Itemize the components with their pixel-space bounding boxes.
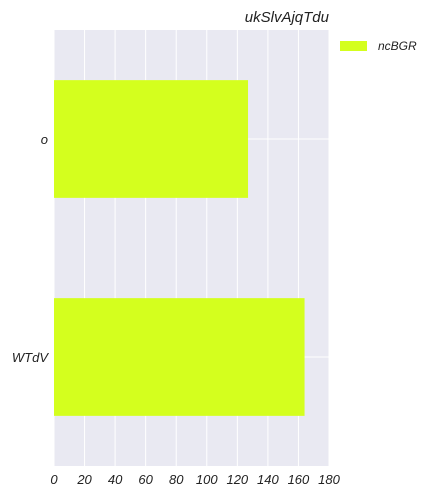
x-tick-label: 120 bbox=[226, 472, 248, 487]
bar-WTdV bbox=[54, 298, 305, 416]
y-tick-labels: o WTdV bbox=[12, 132, 49, 365]
x-tick-label: 20 bbox=[76, 472, 92, 487]
x-tick-label: 60 bbox=[138, 472, 153, 487]
x-tick-label: 0 bbox=[50, 472, 58, 487]
bars bbox=[54, 80, 305, 416]
x-tick-label: 160 bbox=[288, 472, 310, 487]
x-tick-label: 80 bbox=[169, 472, 184, 487]
x-tick-label: 180 bbox=[318, 472, 340, 487]
chart-title: ukSlvAjqTdu bbox=[245, 9, 330, 26]
legend-label: ncBGR bbox=[378, 39, 417, 53]
x-tick-label: 140 bbox=[257, 472, 279, 487]
y-tick-label: WTdV bbox=[12, 350, 49, 365]
legend: ncBGR bbox=[340, 39, 417, 53]
y-tick-label: o bbox=[41, 132, 48, 147]
x-tick-labels: 0 20 40 60 80 100 120 140 160 180 bbox=[50, 472, 340, 487]
legend-swatch bbox=[340, 41, 367, 51]
x-tick-label: 40 bbox=[108, 472, 123, 487]
x-tick-label: 100 bbox=[196, 472, 218, 487]
bar-o bbox=[54, 80, 249, 198]
